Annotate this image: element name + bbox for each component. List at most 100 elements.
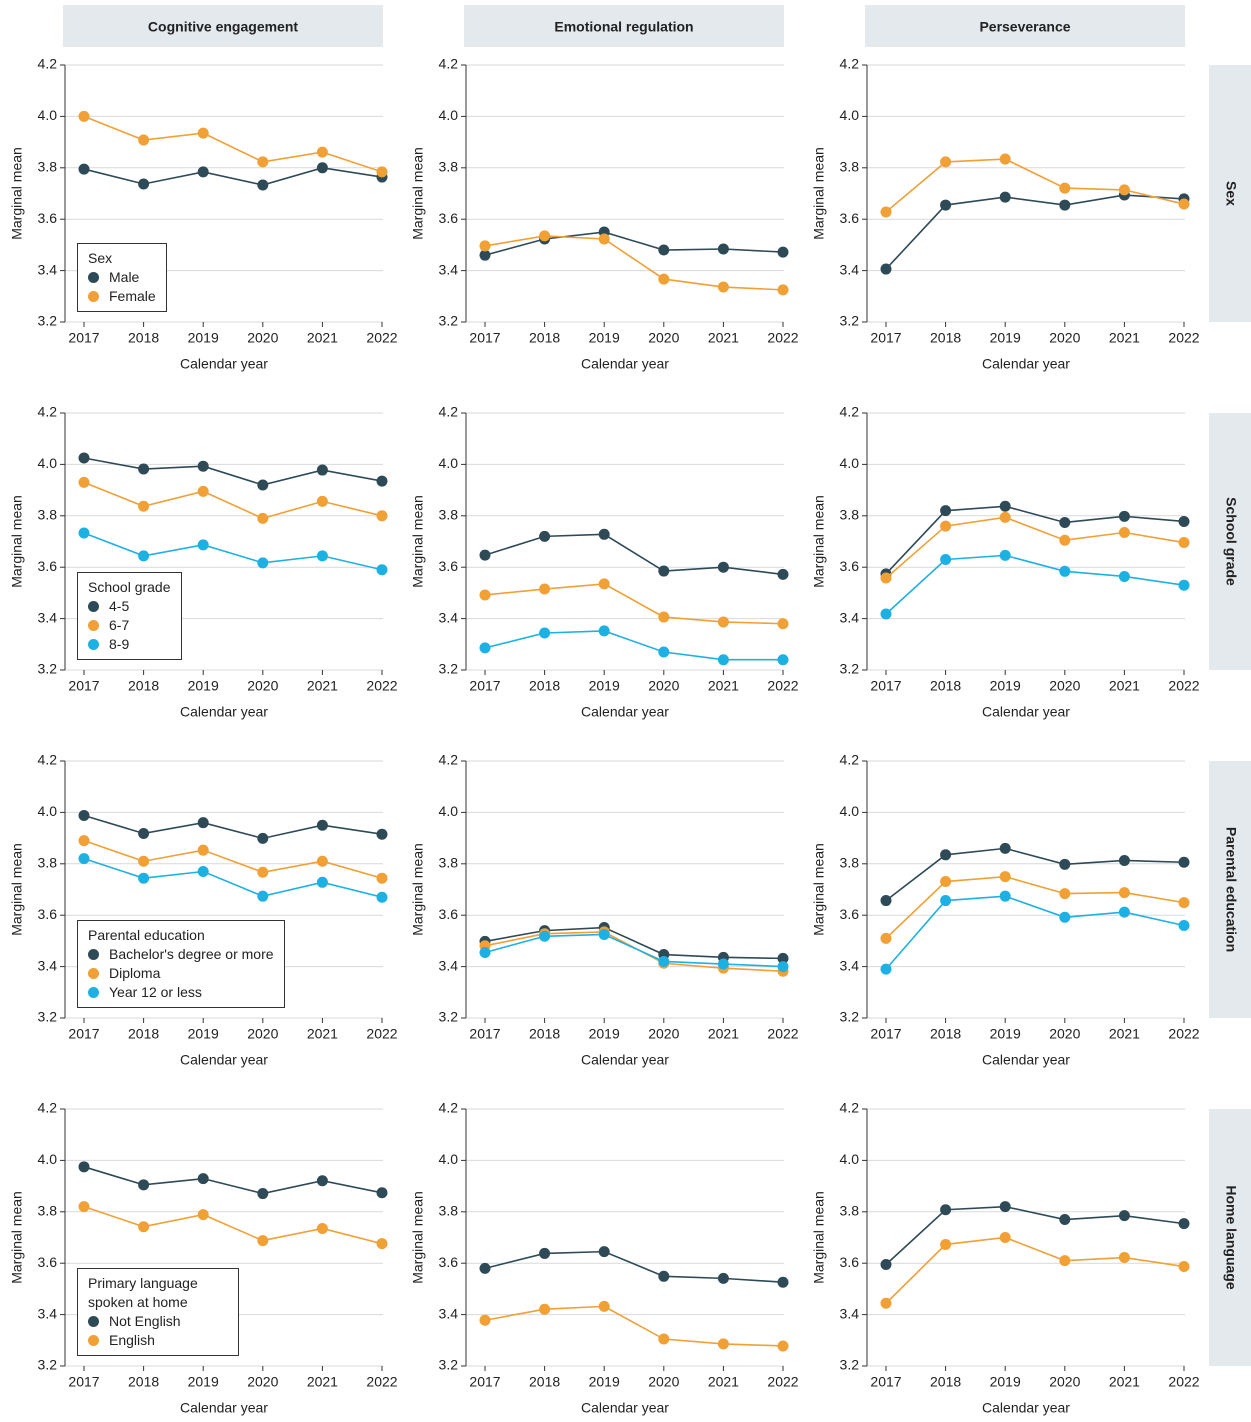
y-tick-label: 4.2	[439, 752, 459, 768]
data-point	[1178, 579, 1190, 591]
data-point	[479, 240, 491, 252]
row-header-box	[1209, 761, 1251, 1018]
y-tick-label: 3.6	[439, 210, 459, 226]
data-point	[658, 955, 670, 967]
x-tick-label: 2018	[529, 1026, 560, 1042]
x-axis-label: Calendar year	[180, 704, 268, 720]
data-point	[376, 872, 388, 884]
legend-title: School grade	[88, 579, 171, 595]
data-point	[316, 819, 328, 831]
series-line	[484, 1305, 784, 1347]
x-tick-label: 2022	[366, 330, 397, 346]
legend-swatch	[88, 272, 99, 283]
legend: Primary language spoken at home Not Engli…	[77, 1268, 239, 1356]
data-point	[197, 844, 209, 856]
legend-item: 8-9	[88, 635, 171, 654]
y-tick-label: 4.2	[439, 404, 459, 420]
y-axis-label: Marginal mean	[811, 495, 827, 588]
data-point	[1118, 1252, 1130, 1264]
y-tick-label: 4.0	[840, 107, 860, 123]
data-point	[539, 230, 551, 242]
y-tick-label: 4.0	[38, 107, 58, 123]
data-point	[1059, 1214, 1071, 1226]
x-tick-label: 2017	[870, 330, 901, 346]
x-tick-label: 2017	[68, 678, 99, 694]
y-axis-label: Marginal mean	[9, 843, 25, 936]
data-point	[940, 876, 952, 888]
row-header-box	[1209, 1109, 1251, 1366]
x-tick-label: 2019	[589, 330, 620, 346]
x-tick-label: 2021	[708, 1026, 739, 1042]
data-point	[197, 866, 209, 878]
x-tick-label: 2019	[188, 330, 219, 346]
legend-item: 4-5	[88, 597, 171, 616]
x-tick-label: 2020	[1049, 678, 1080, 694]
y-tick-label: 3.2	[38, 313, 58, 329]
x-tick-label: 2019	[990, 330, 1021, 346]
y-tick-label: 3.6	[840, 210, 860, 226]
series-line	[885, 895, 1185, 970]
y-tick-label: 3.2	[840, 1009, 860, 1025]
data-point	[777, 654, 789, 666]
data-point	[257, 557, 269, 569]
y-tick-label: 4.0	[439, 107, 459, 123]
data-point	[598, 233, 610, 245]
data-point	[880, 895, 892, 907]
data-point	[999, 511, 1011, 523]
data-point	[78, 1161, 90, 1173]
legend-title: Parental education	[88, 927, 205, 943]
data-point	[197, 127, 209, 139]
x-tick-label: 2019	[589, 678, 620, 694]
data-point	[197, 1209, 209, 1221]
y-axis-label: Marginal mean	[410, 495, 426, 588]
x-tick-label: 2017	[469, 1026, 500, 1042]
data-point	[316, 162, 328, 174]
data-point	[479, 1314, 491, 1326]
data-point	[197, 817, 209, 829]
y-axis-label: Marginal mean	[410, 843, 426, 936]
data-point	[1118, 887, 1130, 899]
data-point	[197, 485, 209, 497]
data-point	[316, 876, 328, 888]
y-tick-label: 4.0	[38, 455, 58, 471]
legend-item: Bachelor's degree or more	[88, 945, 274, 964]
data-point	[138, 1179, 150, 1191]
data-point	[717, 281, 729, 293]
data-point	[257, 512, 269, 524]
y-tick-label: 3.8	[840, 1203, 860, 1219]
data-point	[539, 1303, 551, 1315]
column-header-box	[865, 5, 1185, 47]
data-point	[1178, 919, 1190, 931]
x-tick-label: 2019	[990, 1374, 1021, 1390]
data-point	[940, 849, 952, 861]
x-tick-label: 2019	[188, 1026, 219, 1042]
data-point	[598, 1300, 610, 1312]
x-tick-label: 2017	[469, 330, 500, 346]
y-tick-label: 3.8	[840, 855, 860, 871]
x-tick-label: 2022	[1168, 1374, 1199, 1390]
data-point	[479, 946, 491, 958]
x-tick-label: 2021	[1109, 330, 1140, 346]
data-point	[598, 528, 610, 540]
y-tick-label: 3.6	[439, 906, 459, 922]
x-tick-label: 2018	[128, 1374, 159, 1390]
data-point	[777, 618, 789, 630]
y-tick-label: 3.8	[439, 1203, 459, 1219]
data-point	[940, 1204, 952, 1216]
data-point	[940, 520, 952, 532]
x-axis-label: Calendar year	[982, 356, 1070, 372]
y-tick-label: 3.8	[840, 507, 860, 523]
y-tick-label: 4.2	[840, 404, 860, 420]
x-tick-label: 2021	[307, 1374, 338, 1390]
data-point	[376, 475, 388, 487]
data-point	[880, 608, 892, 620]
data-point	[138, 550, 150, 562]
legend-item: Female	[88, 287, 156, 306]
y-tick-label: 3.6	[38, 558, 58, 574]
x-tick-label: 2021	[708, 678, 739, 694]
x-tick-label: 2021	[1109, 1374, 1140, 1390]
data-point	[376, 1187, 388, 1199]
y-tick-label: 4.2	[38, 1100, 58, 1116]
data-point	[197, 539, 209, 551]
data-point	[1059, 911, 1071, 923]
